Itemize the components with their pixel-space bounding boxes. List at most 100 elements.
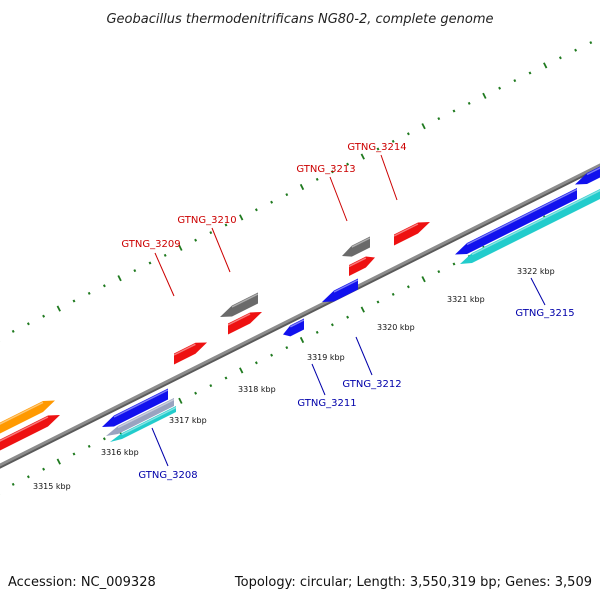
gene-labels: GTNG_3208 GTNG_3209 GTNG_3210 GTNG_3211 GTNG… <box>121 142 574 481</box>
outer-tick <box>315 177 319 181</box>
gene-feature-gtng-3210 <box>227 312 262 335</box>
map-title: Geobacillus thermodenitrificans NG80-2, … <box>106 12 493 27</box>
inner-tick <box>224 376 228 380</box>
outer-tick <box>285 193 289 197</box>
inner-tick <box>102 437 106 441</box>
outer-tick <box>482 92 487 99</box>
outer-tick <box>391 139 395 143</box>
tick-marks <box>0 41 593 495</box>
gene-leader-line <box>154 252 175 297</box>
inner-tick <box>42 467 46 471</box>
gene-feature-gtng-3209 <box>173 342 207 365</box>
gene-feature-gtng-3215 <box>460 189 600 264</box>
topology-text: Topology: circular; Length: 3,550,319 bp… <box>234 575 592 590</box>
kbp-label: 3318 kbp <box>238 385 276 394</box>
kbp-label: 3320 kbp <box>377 323 415 332</box>
gene-features <box>0 166 600 451</box>
gene-feature-blue-long <box>455 188 578 255</box>
inner-tick <box>194 391 198 395</box>
inner-tick <box>452 262 456 266</box>
kbp-label: 3316 kbp <box>101 448 139 457</box>
outer-tick <box>87 291 91 295</box>
outer-tick <box>148 261 152 265</box>
outer-tick <box>452 109 456 113</box>
gene-leader-line <box>530 277 546 306</box>
outer-tick <box>42 314 46 318</box>
gene-leader-line <box>380 154 398 201</box>
outer-tick <box>589 41 593 45</box>
inner-tick <box>72 452 76 456</box>
inner-tick <box>360 306 365 313</box>
inner-tick <box>437 270 441 274</box>
kbp-scale-labels: 3315 kbp 3316 kbp 3317 kbp 3318 kbp 3319 kbp… <box>33 267 555 491</box>
inner-tick <box>330 323 334 327</box>
inner-tick <box>421 276 426 283</box>
inner-tick <box>299 336 305 344</box>
inner-tick <box>209 384 213 388</box>
gene-feature-blue-edge <box>575 166 600 185</box>
inner-tick <box>56 458 61 465</box>
gene-feature-gtng-3213-gray <box>342 236 371 257</box>
gene-feature-gray-band <box>106 398 175 436</box>
inner-tick <box>315 330 319 334</box>
outer-tick <box>11 329 15 333</box>
outer-tick <box>558 56 562 60</box>
accession-text: Accession: NC_009328 <box>8 575 156 590</box>
backbone-track <box>0 163 600 469</box>
backbone-line <box>0 163 600 467</box>
inner-tick <box>178 397 183 404</box>
inner-tick <box>391 292 395 296</box>
inner-tick <box>285 346 289 350</box>
gene-label: GTNG_3211 <box>297 398 356 409</box>
gene-leader-line <box>311 363 326 396</box>
gene-label: GTNG_3215 <box>515 308 574 319</box>
outer-tick <box>467 101 471 105</box>
gene-feature-red <box>0 415 60 451</box>
inner-tick <box>254 361 258 365</box>
gene-leader-line <box>329 176 348 222</box>
inner-tick <box>11 482 15 486</box>
gene-label: GTNG_3210 <box>177 215 236 226</box>
inner-tick <box>376 300 380 304</box>
gene-leader-line <box>355 336 373 376</box>
outer-tick <box>178 244 183 251</box>
gene-leader-line <box>211 227 231 273</box>
outer-tick <box>133 269 137 273</box>
outer-tick <box>437 117 441 121</box>
outer-tick <box>72 299 76 303</box>
gene-feature-gtng-3212 <box>322 278 359 302</box>
kbp-label: 3319 kbp <box>307 353 345 362</box>
outer-tick <box>346 162 350 166</box>
inner-tick <box>406 285 410 289</box>
kbp-label: 3317 kbp <box>169 416 207 425</box>
kbp-label: 3315 kbp <box>33 482 71 491</box>
gene-label: GTNG_3213 <box>296 164 355 175</box>
inner-tick <box>346 315 350 319</box>
gene-feature-gtng-3208 <box>102 388 169 427</box>
outer-tick <box>406 132 410 136</box>
outer-tick <box>209 231 213 235</box>
gene-label: GTNG_3208 <box>138 470 197 481</box>
gene-label: GTNG_3212 <box>342 379 401 390</box>
outer-tick <box>513 79 517 83</box>
gene-feature-cyan-small <box>110 406 177 442</box>
outer-tick <box>543 62 548 69</box>
outer-tick <box>498 86 502 90</box>
outer-tick <box>330 170 334 174</box>
gene-feature-gray-1 <box>220 292 259 317</box>
inner-tick <box>87 444 91 448</box>
kbp-label: 3321 kbp <box>447 295 485 304</box>
outer-tick <box>102 284 106 288</box>
outer-tick <box>163 253 167 257</box>
outer-tick <box>360 153 365 160</box>
gene-feature-gtng-3214 <box>393 222 430 246</box>
gene-label: GTNG_3214 <box>347 142 406 153</box>
inner-tick <box>239 367 244 374</box>
gene-feature-orange <box>0 400 55 434</box>
gene-feature-gtng-3211 <box>283 318 305 337</box>
outer-tick <box>574 48 578 52</box>
outer-tick <box>224 223 228 227</box>
gene-leader-line <box>151 427 169 467</box>
inner-tick <box>270 353 274 357</box>
